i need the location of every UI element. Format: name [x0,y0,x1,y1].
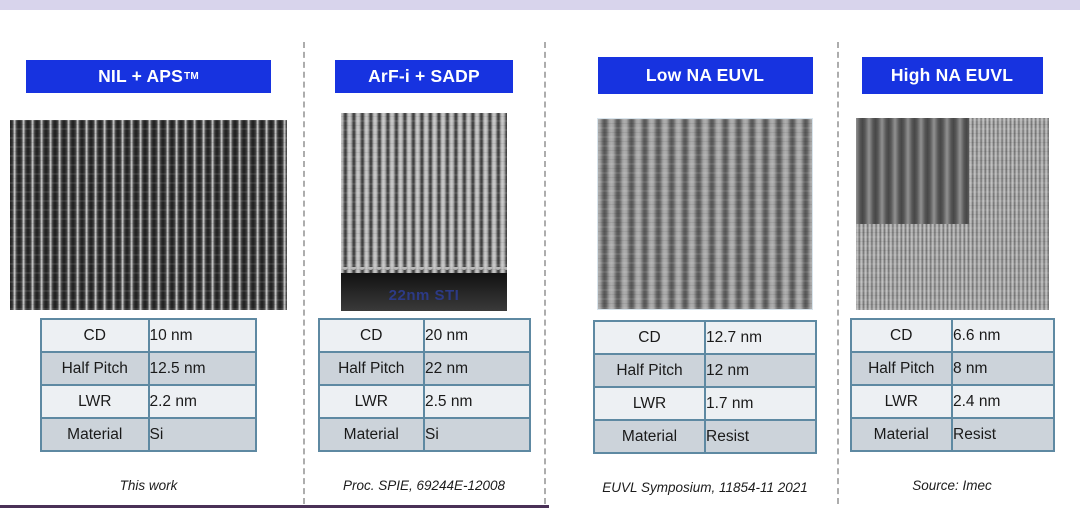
sem-noise-overlay [10,120,287,310]
spec-value: 10 nm [147,318,257,353]
sem-image-arfi-sadp: 22nm STI [341,113,507,311]
spec-label: LWR [849,384,953,419]
spec-label: Material [849,417,953,452]
table-row: Half Pitch 12 nm [593,353,817,388]
spec-label: Material [317,417,425,452]
table-row: Material Si [40,417,257,452]
sem-zoom-inset [855,118,970,224]
column-divider [837,42,839,504]
column-arfi-sadp: ArF-i + SADP 22nm STI CD 20 nm Half Pitc… [312,42,536,493]
header-label: NIL + APS [98,66,184,86]
spec-label: Material [593,419,706,454]
spec-label: CD [593,320,706,355]
column-divider [303,42,305,504]
spec-label: Half Pitch [849,351,953,386]
source-caption: EUVL Symposium, 11854-11 2021 [602,480,808,495]
table-row: Material Resist [849,417,1055,452]
spec-table-low-na-euvl: CD 12.7 nm Half Pitch 12 nm LWR 1.7 nm M… [593,320,817,454]
column-divider [544,42,546,504]
spec-value: Resist [704,419,817,454]
spec-value: 2.2 nm [147,384,257,419]
spec-label: LWR [593,386,706,421]
table-row: Half Pitch 8 nm [849,351,1055,386]
column-header-nil-aps: NIL + APS TM [26,60,271,93]
header-label: Low NA EUVL [645,65,765,85]
spec-label: Half Pitch [593,353,706,388]
sem-image-high-na-euvl [855,118,1049,310]
table-row: Half Pitch 22 nm [317,351,531,386]
table-row: Half Pitch 12.5 nm [40,351,257,386]
spec-label: Half Pitch [40,351,150,386]
spec-label: Half Pitch [317,351,425,386]
source-caption: Proc. SPIE, 69244E-12008 [342,478,506,493]
spec-value: 12 nm [704,353,817,388]
source-caption: Source: Imec [912,478,992,493]
table-row: CD 10 nm [40,318,257,353]
spec-value: 6.6 nm [951,318,1055,353]
header-label: High NA EUVL [890,65,1014,85]
table-row: Material Si [317,417,531,452]
spec-table-arfi-sadp: CD 20 nm Half Pitch 22 nm LWR 2.5 nm Mat… [317,318,531,452]
table-row: LWR 2.2 nm [40,384,257,419]
spec-label: LWR [40,384,150,419]
spec-value: Si [147,417,257,452]
spec-label: LWR [317,384,425,419]
sem-noise-overlay [598,119,812,309]
table-row: CD 6.6 nm [849,318,1055,353]
line-bottom-scallop [341,267,507,274]
spec-label: Material [40,417,150,452]
spec-value: 1.7 nm [704,386,817,421]
spec-value: Resist [951,417,1055,452]
spec-label: CD [849,318,953,353]
column-high-na-euvl: High NA EUVL CD 6.6 nm Half Pitch 8 nm L… [845,42,1059,493]
table-row: LWR 2.5 nm [317,384,531,419]
column-low-na-euvl: Low NA EUVL CD 12.7 nm Half Pitch 12 nm … [593,42,817,495]
column-nil-aps: NIL + APS TM CD 10 nm Half Pitch 12.5 nm … [5,42,292,493]
slide-top-accent-bar [0,0,1080,10]
table-row: Material Resist [593,419,817,454]
sem-image-low-na-euvl [597,118,813,310]
spec-value: 8 nm [951,351,1055,386]
column-header-high-na-euvl: High NA EUVL [861,57,1043,94]
spec-table-high-na-euvl: CD 6.6 nm Half Pitch 8 nm LWR 2.4 nm Mat… [849,318,1055,452]
spec-value: 2.5 nm [423,384,531,419]
table-row: CD 12.7 nm [593,320,817,355]
slide-bottom-accent-line [0,505,549,508]
trademark-superscript: TM [184,71,199,82]
spec-value: Si [423,417,531,452]
table-row: LWR 2.4 nm [849,384,1055,419]
spec-value: 22 nm [423,351,531,386]
table-row: LWR 1.7 nm [593,386,817,421]
spec-label: CD [317,318,425,353]
spec-value: 12.5 nm [147,351,257,386]
sem-image-nil-aps [10,120,287,310]
source-caption: This work [119,478,178,493]
spec-value: 12.7 nm [704,320,817,355]
column-header-low-na-euvl: Low NA EUVL [597,57,813,94]
column-header-arfi-sadp: ArF-i + SADP [335,60,513,93]
spec-value: 2.4 nm [951,384,1055,419]
spec-label: CD [40,318,150,353]
sti-annotation: 22nm STI [388,287,460,304]
spec-value: 20 nm [423,318,531,353]
table-row: CD 20 nm [317,318,531,353]
sti-substrate-band: 22nm STI [341,267,507,311]
header-label: ArF-i + SADP [368,66,480,86]
spec-table-nil-aps: CD 10 nm Half Pitch 12.5 nm LWR 2.2 nm M… [40,318,257,452]
